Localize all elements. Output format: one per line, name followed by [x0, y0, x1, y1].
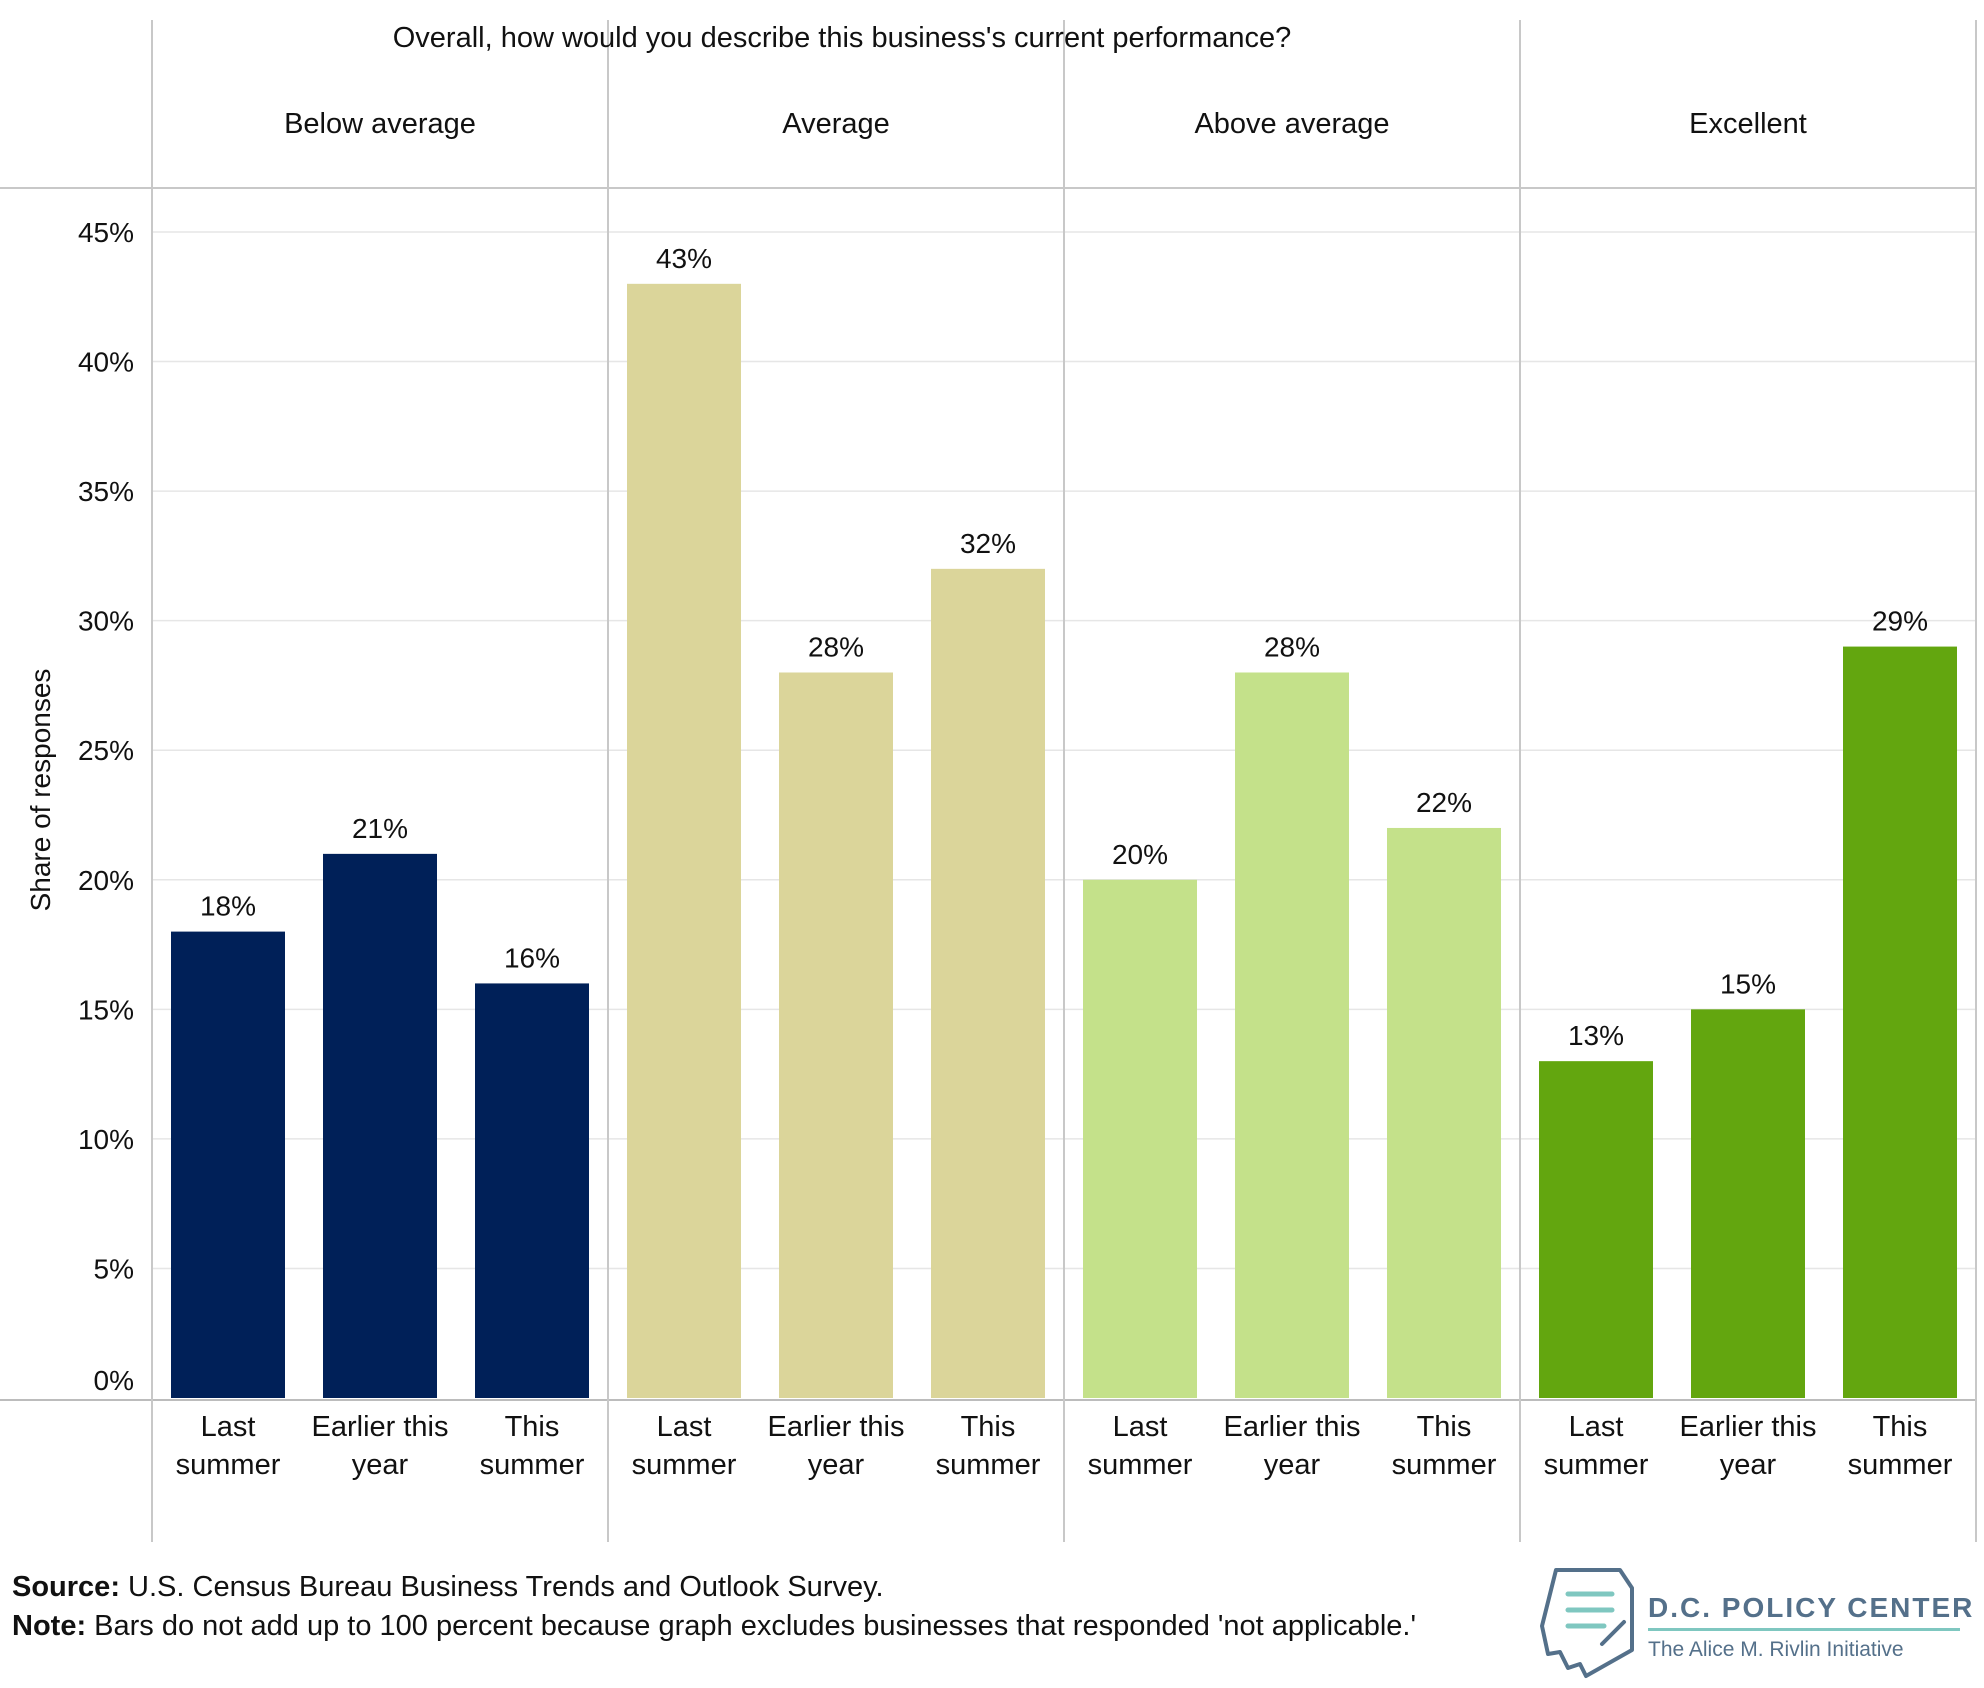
panel-header: Average — [782, 108, 890, 140]
y-tick-label: 30% — [78, 606, 134, 637]
y-tick-label: 35% — [78, 476, 134, 507]
logo-subtitle: The Alice M. Rivlin Initiative — [1648, 1638, 1904, 1661]
panel-header: Excellent — [1689, 108, 1807, 140]
y-axis: 0% 5% 10% 15% 20% 25% 30% 35% 40% 45% — [78, 217, 134, 1396]
x-category-label: This summer — [1848, 1411, 1953, 1481]
x-axis-categories: Last summer Earlier this year This summer Last… — [176, 1411, 1953, 1481]
x-category-label: This summer — [480, 1411, 585, 1481]
bar — [475, 983, 589, 1398]
y-tick-label: 5% — [94, 1253, 134, 1284]
panel-header: Below average — [284, 108, 476, 140]
dc-map-document-icon — [1540, 1568, 1634, 1678]
note-text: Bars do not add up to 100 percent becaus… — [94, 1610, 1416, 1642]
y-tick-label: 0% — [94, 1365, 134, 1396]
chart: Overall, how would you describe this bus… — [0, 20, 1977, 1542]
chart-footer: Source: U.S. Census Bureau Business Tren… — [12, 1568, 1432, 1646]
y-tick-label: 10% — [78, 1124, 134, 1155]
panel-header: Above average — [1194, 108, 1389, 140]
x-category-label: This summer — [1392, 1411, 1497, 1481]
source-text: U.S. Census Bureau Business Trends and O… — [128, 1571, 884, 1603]
y-tick-label: 45% — [78, 217, 134, 248]
x-category-label: This summer — [936, 1411, 1041, 1481]
x-category-label: Last summer — [176, 1411, 281, 1481]
note-label: Note: — [12, 1610, 87, 1642]
dc-policy-center-logo: D.C. POLICY CENTER The Alice M. Rivlin I… — [1528, 1556, 1972, 1688]
data-label: 18% — [200, 891, 256, 922]
source-label: Source: — [12, 1571, 120, 1603]
data-label: 29% — [1872, 606, 1928, 637]
bar — [323, 853, 437, 1398]
y-tick-label: 15% — [78, 994, 134, 1025]
x-category-label: Earlier this year — [768, 1411, 905, 1481]
y-tick-label: 20% — [78, 865, 134, 896]
data-label: 43% — [656, 243, 712, 274]
data-label: 13% — [1568, 1020, 1624, 1051]
data-label: 22% — [1416, 787, 1472, 818]
data-label: 16% — [504, 942, 560, 973]
bar — [1843, 646, 1957, 1398]
bar — [1235, 672, 1349, 1398]
bar — [627, 283, 741, 1398]
data-labels: 18% 21% 16% 43% 28% 32% 20% 28% 22% 13% 15% 29% — [200, 243, 1928, 1051]
bar — [779, 672, 893, 1398]
source-line: Source: U.S. Census Bureau Business Tren… — [12, 1568, 1432, 1607]
chart-title: Overall, how would you describe this bus… — [393, 22, 1292, 54]
data-label: 28% — [1264, 631, 1320, 662]
x-category-label: Last summer — [1544, 1411, 1649, 1481]
data-label: 32% — [960, 528, 1016, 559]
y-tick-label: 40% — [78, 347, 134, 378]
bar — [1083, 879, 1197, 1398]
y-axis-label: Share of responses — [25, 669, 56, 912]
x-category-label: Earlier this year — [1680, 1411, 1817, 1481]
x-category-label: Earlier this year — [312, 1411, 449, 1481]
x-category-label: Last summer — [632, 1411, 737, 1481]
logo-divider — [1648, 1628, 1960, 1631]
bar — [171, 931, 285, 1398]
bar — [1691, 1009, 1805, 1398]
data-label: 21% — [352, 813, 408, 844]
note-line: Note: Bars do not add up to 100 percent … — [12, 1607, 1432, 1646]
data-label: 20% — [1112, 839, 1168, 870]
logo-title: D.C. POLICY CENTER — [1648, 1592, 1975, 1623]
bar — [1539, 1061, 1653, 1398]
bar — [1387, 827, 1501, 1398]
chart-frame — [0, 20, 1977, 1542]
y-tick-label: 25% — [78, 735, 134, 766]
bars — [171, 283, 1957, 1398]
panel-headers: Below average Average Above average Excelle… — [284, 108, 1807, 140]
x-category-label: Last summer — [1088, 1411, 1193, 1481]
bar — [931, 568, 1045, 1398]
data-label: 15% — [1720, 968, 1776, 999]
data-label: 28% — [808, 631, 864, 662]
x-category-label: Earlier this year — [1224, 1411, 1361, 1481]
